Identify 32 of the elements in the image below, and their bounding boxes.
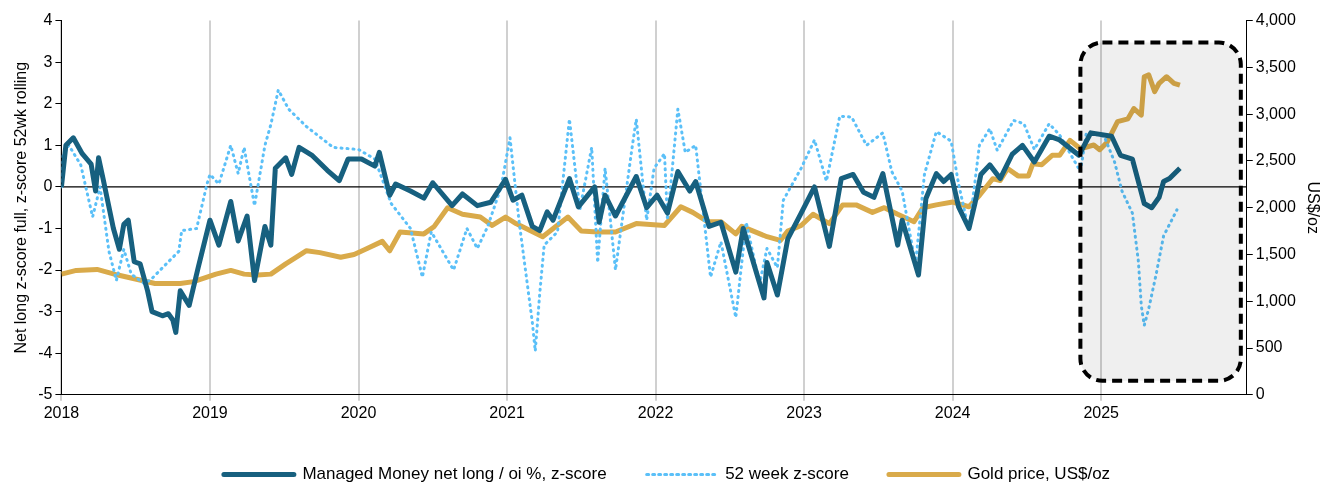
y2-tick-label: 4,000 <box>1255 11 1296 29</box>
x-tick-label: 2020 <box>340 403 377 421</box>
y2-tick-label: 2,500 <box>1255 151 1296 169</box>
x-tick-label: 2018 <box>43 403 80 421</box>
y-tick-label: -3 <box>38 302 53 320</box>
y-tick-label: 4 <box>43 11 53 29</box>
y-tick-label: -2 <box>38 260 53 278</box>
legend-label: 52 week z-score <box>725 464 849 484</box>
x-tick-label: 2019 <box>192 403 228 421</box>
y2-tick-label: 2,000 <box>1255 198 1296 216</box>
y-tick-label: 0 <box>43 177 53 195</box>
y2-tick-label: 500 <box>1255 338 1283 356</box>
y-tick-label: 2 <box>43 94 53 112</box>
legend-label: Gold price, US$/oz <box>967 464 1111 484</box>
x-tick-label: 2023 <box>786 403 823 421</box>
y-tick-label: 1 <box>43 135 53 153</box>
y2-axis-title: US$/oz <box>1304 181 1322 234</box>
y-tick-label: -5 <box>38 385 53 403</box>
x-tick-label: 2022 <box>637 403 674 421</box>
y2-tick-label: 1,000 <box>1255 291 1296 309</box>
legend-label: Managed Money net long / oi %, z-score <box>302 464 607 484</box>
y2-tick-label: 3,000 <box>1255 104 1296 122</box>
x-tick-label: 2024 <box>934 403 971 421</box>
y-tick-label: -4 <box>38 343 53 361</box>
x-tick-label: 2021 <box>489 403 525 421</box>
y2-tick-label: 3,500 <box>1255 57 1296 75</box>
y-tick-label: -1 <box>38 218 53 236</box>
y-tick-label: 3 <box>43 52 53 70</box>
x-tick-label: 2025 <box>1083 403 1120 421</box>
y2-tick-label: 0 <box>1255 385 1265 403</box>
y2-tick-label: 1,500 <box>1255 244 1296 262</box>
y-axis-title: Net long z-score full, z-score 52wk rolling <box>12 61 30 354</box>
